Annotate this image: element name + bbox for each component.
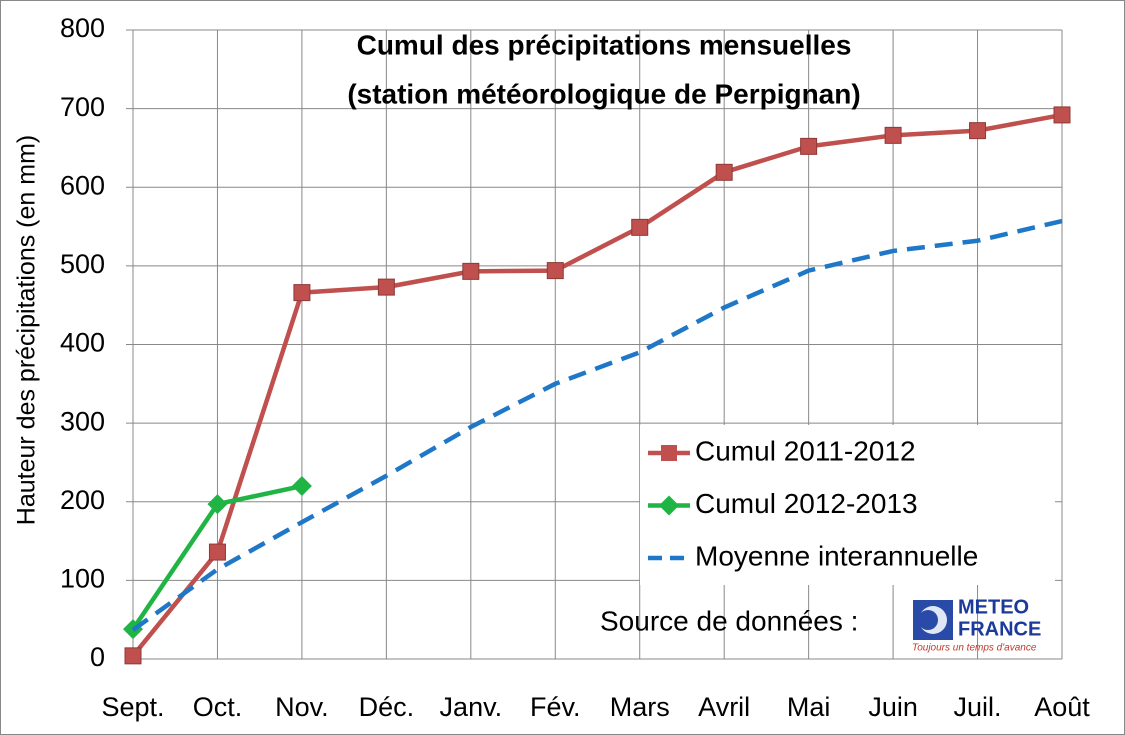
marker	[969, 122, 987, 140]
marker	[124, 647, 142, 665]
marker	[884, 126, 902, 144]
marker	[631, 218, 649, 236]
legend-label: Cumul 2012-2013	[695, 488, 918, 519]
series-line	[131, 218, 1063, 632]
marker	[715, 163, 733, 181]
x-tick-label: Fév.	[530, 692, 581, 722]
marker	[546, 262, 564, 280]
marker	[293, 284, 311, 302]
marker	[1053, 106, 1071, 124]
y-tick-label: 200	[60, 485, 105, 515]
legend-bg	[640, 425, 1055, 585]
y-tick-label: 800	[60, 13, 105, 43]
chart-title: Cumul des précipitations mensuelles	[357, 29, 852, 60]
marker	[462, 262, 480, 280]
marker	[800, 137, 818, 155]
y-tick-label: 500	[60, 249, 105, 279]
marker	[207, 494, 228, 515]
x-tick-label: Mai	[787, 692, 831, 722]
x-tick-label: Sept.	[101, 692, 164, 722]
y-axis-label: Hauteur des précipitations (en mm)	[13, 135, 41, 525]
x-tick-label: Déc.	[359, 692, 415, 722]
legend-marker	[661, 445, 677, 461]
y-tick-label: 0	[90, 642, 105, 672]
legend-marker	[659, 495, 679, 516]
y-tick-label: 400	[60, 328, 105, 358]
x-tick-label: Mars	[610, 692, 670, 722]
x-tick-label: Oct.	[193, 692, 243, 722]
x-tick-label: Avril	[698, 692, 750, 722]
y-tick-label: 700	[60, 92, 105, 122]
legend-label: Cumul 2011-2012	[695, 435, 916, 466]
legend-label: Moyenne interannuelle	[695, 540, 978, 571]
logo-icon	[918, 610, 938, 630]
y-tick-label: 600	[60, 170, 105, 200]
source-text: Source de données :	[600, 605, 858, 636]
marker	[208, 543, 226, 561]
logo-text: FRANCE	[958, 618, 1041, 640]
grid	[126, 29, 1063, 660]
marker	[377, 278, 395, 296]
chart-title: (station météorologique de Perpignan)	[347, 78, 860, 109]
x-tick-label: Août	[1034, 692, 1090, 722]
x-tick-label: Juin	[868, 692, 918, 722]
logo-tagline: Toujours un temps d'avance	[912, 643, 1037, 654]
y-tick-label: 100	[60, 564, 105, 594]
series-line	[131, 112, 1063, 658]
x-tick-label: Juil.	[954, 692, 1002, 722]
marker	[291, 476, 312, 497]
x-tick-label: Nov.	[275, 692, 329, 722]
x-tick-label: Janv.	[440, 692, 503, 722]
logo: METEO FRANCE Toujours un temps d'avance	[912, 596, 1041, 653]
y-tick-label: 300	[60, 406, 105, 436]
logo-text: METEO	[958, 596, 1029, 618]
